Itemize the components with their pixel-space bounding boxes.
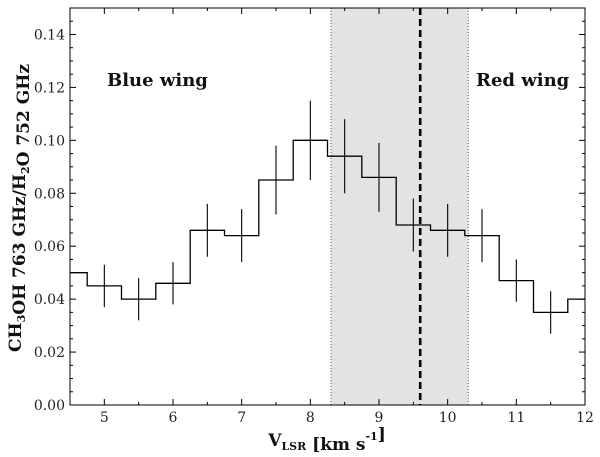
y-tick-label: 0.02 — [34, 345, 65, 361]
step-line — [70, 139, 585, 314]
x-tick-label: 12 — [576, 410, 594, 426]
x-tick-label: 5 — [100, 410, 109, 426]
x-axis-label-part: -1 — [365, 430, 377, 443]
x-tick-label: 11 — [507, 410, 525, 426]
x-axis-label-part: ] — [378, 425, 386, 445]
plot-frame — [69, 7, 586, 406]
x-tick-label: 10 — [439, 410, 457, 426]
x-axis-label-part: [km s — [306, 435, 365, 455]
y-tick-label: 0.08 — [34, 186, 65, 202]
x-axis-label-part: V — [267, 431, 282, 451]
y-tick-label: 0.06 — [34, 239, 65, 255]
x-tick-label: 8 — [306, 410, 315, 426]
annotation-red-wing: Red wing — [476, 70, 570, 91]
shaded-region-layer — [330, 8, 469, 405]
x-tick-label: 6 — [169, 410, 178, 426]
y-axis-label-part: OH 763 GHz/H — [10, 174, 30, 315]
x-axis-label-part: LSR — [281, 440, 307, 453]
y-tick-label: 0.14 — [34, 27, 65, 43]
y-axis-label: CH3OH 763 GHz/H2O 752 GHz — [6, 64, 34, 352]
y-tick-label: 0.12 — [34, 80, 65, 96]
y-axis-label-part: O 752 GHz — [14, 64, 34, 167]
axes — [69, 7, 586, 406]
x-tick-label: 9 — [375, 410, 384, 426]
error-bar-layer — [103, 100, 552, 334]
y-axis-label-part: 2 — [19, 166, 32, 174]
y-tick-label: 0.04 — [34, 292, 65, 308]
tick-labels: 5 6 7 8 9 10 11 12 0.00 0.02 0.04 0.06 0.08 0.10 0.12 0… — [34, 27, 594, 426]
series-layer — [70, 139, 585, 314]
shaded-region — [330, 8, 469, 405]
y-tick-label: 0.00 — [34, 398, 65, 414]
y-axis-label-part: 3 — [15, 315, 28, 323]
x-tick-label: 7 — [237, 410, 246, 426]
y-tick-label: 0.10 — [34, 133, 65, 149]
annotation-blue-wing: Blue wing — [107, 70, 208, 91]
x-axis-label: VLSR [km s-1] — [267, 425, 386, 455]
y-axis-label-part: CH — [6, 322, 26, 352]
